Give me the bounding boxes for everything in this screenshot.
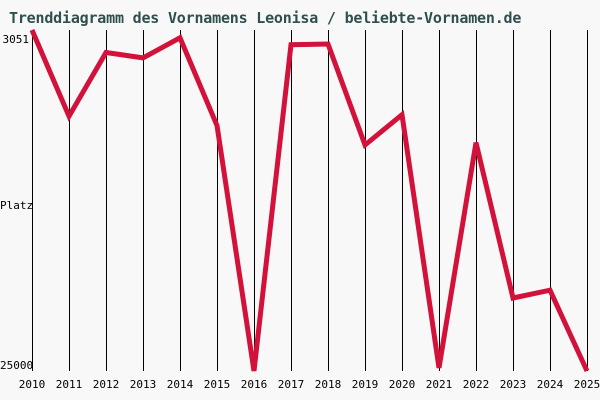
x-tick-label-2019: 2019 <box>352 378 379 391</box>
x-tick-label-2021: 2021 <box>426 378 453 391</box>
x-tick-label-2025: 2025 <box>574 378 600 391</box>
x-tick-label-2022: 2022 <box>463 378 490 391</box>
chart-title: Trenddiagramm des Vornamens Leonisa / be… <box>9 9 522 27</box>
x-tick-label-2011: 2011 <box>56 378 83 391</box>
trend-line <box>29 29 590 373</box>
y-axis-max-label: 3051 <box>2 33 30 46</box>
x-tick-label-2020: 2020 <box>389 378 416 391</box>
x-tick-label-2013: 2013 <box>130 378 157 391</box>
x-tick-label-2012: 2012 <box>93 378 120 391</box>
x-tick-label-2024: 2024 <box>537 378 564 391</box>
x-tick-label-2018: 2018 <box>315 378 342 391</box>
y-axis-min-label: 25000 <box>0 359 34 372</box>
y-axis-title: Platz <box>0 199 34 212</box>
x-tick-label-2023: 2023 <box>500 378 527 391</box>
x-tick-label-2016: 2016 <box>241 378 268 391</box>
x-tick-label-2015: 2015 <box>204 378 231 391</box>
x-tick-label-2017: 2017 <box>278 378 305 391</box>
x-tick-label-2010: 2010 <box>19 378 46 391</box>
x-tick-label-2014: 2014 <box>167 378 194 391</box>
